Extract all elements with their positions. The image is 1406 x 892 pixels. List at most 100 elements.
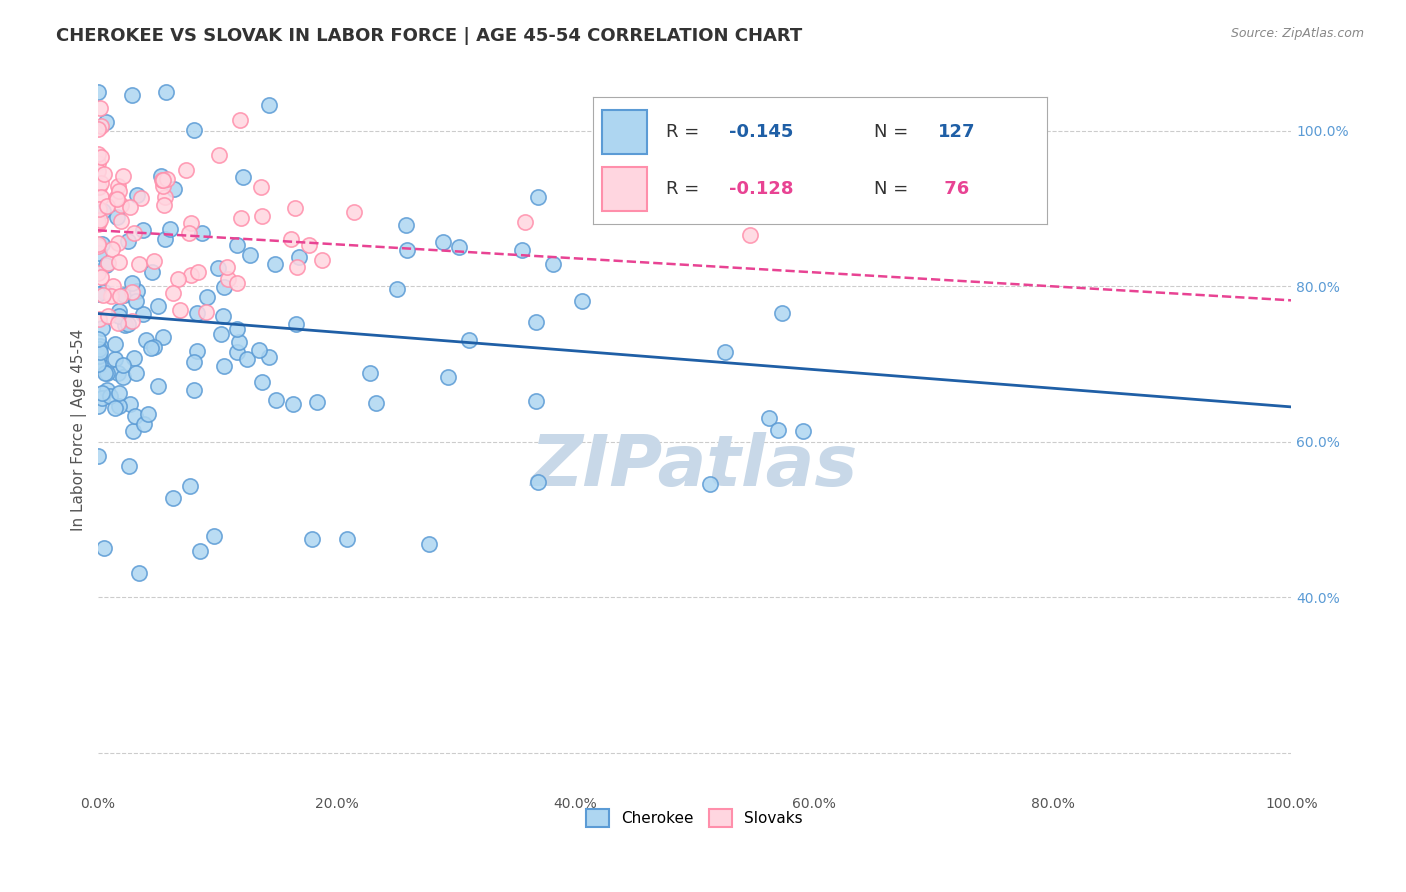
Slovaks: [298, 238, 321, 252]
Cherokee: [212, 359, 235, 374]
Slovaks: [90, 176, 112, 190]
Slovaks: [284, 201, 307, 215]
Cherokee: [89, 339, 111, 353]
Slovaks: [180, 216, 202, 230]
Cherokee: [131, 307, 153, 321]
Legend: Cherokee, Slovaks: Cherokee, Slovaks: [578, 801, 810, 835]
Cherokee: [188, 544, 211, 558]
Slovaks: [96, 199, 118, 213]
Slovaks: [101, 279, 124, 293]
Cherokee: [117, 235, 139, 249]
Cherokee: [571, 293, 593, 308]
Cherokee: [87, 358, 110, 372]
Slovaks: [89, 101, 111, 115]
Slovaks: [87, 239, 110, 253]
Slovaks: [226, 276, 249, 290]
Cherokee: [104, 401, 127, 416]
Cherokee: [155, 85, 177, 99]
Slovaks: [107, 316, 129, 330]
Cherokee: [108, 309, 131, 323]
Cherokee: [86, 85, 108, 99]
Cherokee: [359, 367, 381, 381]
Cherokee: [385, 282, 408, 296]
Cherokee: [105, 210, 128, 224]
Cherokee: [226, 344, 249, 359]
Slovaks: [229, 211, 252, 225]
Cherokee: [148, 300, 170, 314]
Cherokee: [125, 366, 148, 380]
Cherokee: [336, 532, 359, 546]
Cherokee: [96, 366, 118, 380]
Slovaks: [108, 255, 131, 269]
Cherokee: [104, 337, 127, 351]
Cherokee: [94, 115, 117, 129]
Cherokee: [228, 334, 250, 349]
Slovaks: [104, 191, 127, 205]
Slovaks: [89, 312, 111, 326]
Cherokee: [541, 257, 564, 271]
Cherokee: [96, 384, 118, 398]
Cherokee: [108, 304, 131, 318]
Slovaks: [285, 260, 308, 274]
Cherokee: [135, 333, 157, 347]
Slovaks: [107, 184, 129, 198]
Slovaks: [153, 190, 176, 204]
Slovaks: [90, 270, 112, 285]
Cherokee: [114, 318, 136, 333]
Cherokee: [207, 260, 229, 275]
Slovaks: [87, 237, 110, 252]
Slovaks: [121, 314, 143, 328]
Cherokee: [125, 293, 148, 308]
Slovaks: [208, 147, 231, 161]
Cherokee: [699, 476, 721, 491]
Slovaks: [121, 285, 143, 299]
Cherokee: [766, 423, 789, 437]
Cherokee: [183, 383, 205, 397]
Cherokee: [159, 221, 181, 235]
Cherokee: [122, 351, 145, 365]
Slovaks: [110, 197, 132, 211]
Slovaks: [87, 202, 110, 216]
Slovaks: [311, 253, 333, 268]
Cherokee: [654, 203, 676, 218]
Cherokee: [307, 395, 329, 409]
Slovaks: [90, 120, 112, 134]
Cherokee: [117, 317, 139, 331]
Cherokee: [714, 345, 737, 359]
Cherokee: [107, 366, 129, 380]
Slovaks: [162, 285, 184, 300]
Slovaks: [129, 191, 152, 205]
Cherokee: [139, 341, 162, 355]
Slovaks: [167, 271, 190, 285]
Cherokee: [93, 285, 115, 299]
Cherokee: [235, 351, 257, 366]
Slovaks: [515, 215, 537, 229]
Slovaks: [180, 268, 202, 282]
Slovaks: [177, 226, 200, 240]
Cherokee: [121, 276, 143, 290]
Cherokee: [91, 385, 114, 400]
Slovaks: [87, 147, 110, 161]
Cherokee: [524, 393, 547, 408]
Cherokee: [257, 98, 280, 112]
Cherokee: [285, 317, 308, 331]
Slovaks: [152, 198, 174, 212]
Cherokee: [190, 226, 212, 240]
Cherokee: [90, 237, 112, 252]
Text: ZIPatlas: ZIPatlas: [531, 432, 858, 501]
Cherokee: [125, 188, 148, 202]
Cherokee: [104, 352, 127, 367]
Cherokee: [527, 190, 550, 204]
Slovaks: [217, 271, 239, 285]
Cherokee: [96, 258, 118, 272]
Cherokee: [136, 407, 159, 421]
Cherokee: [209, 327, 232, 342]
Slovaks: [97, 256, 120, 270]
Cherokee: [264, 256, 287, 270]
Cherokee: [108, 385, 131, 400]
Cherokee: [364, 396, 387, 410]
Slovaks: [97, 310, 120, 324]
Slovaks: [740, 228, 762, 243]
Cherokee: [112, 359, 135, 373]
Cherokee: [93, 541, 115, 555]
